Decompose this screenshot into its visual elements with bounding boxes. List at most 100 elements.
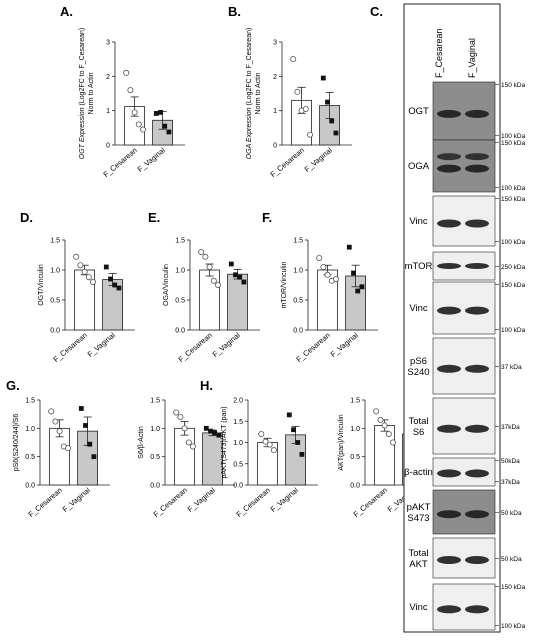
blot-row-label-line: pS6 (410, 356, 427, 367)
blot-row: pAKT S473 50 kDa (407, 489, 522, 535)
chart-h1: 0.0 0.5 1.0 1.5 2.0 pAKT(S473)/AKT (pan) F_Ces… (221, 398, 318, 519)
blot-row: Vinc 150 kDa 100 kDa (409, 281, 526, 335)
x-category-label: F_Cesarean (234, 486, 271, 519)
x-category-label: F_Vaginal (269, 485, 300, 513)
data-point-cesarean (290, 56, 297, 63)
data-point-vaginal (299, 452, 305, 457)
data-point-cesarean (206, 263, 213, 270)
blot-row: Total AKT 50 kDa (408, 537, 522, 579)
data-point-vaginal (212, 430, 218, 436)
x-category-label: F_Cesarean (26, 486, 63, 519)
data-point-cesarean (302, 105, 309, 112)
y-axis-label-rest: (Log2FC to F_Cesarean) (79, 28, 86, 108)
y-axis-label: pS6(S240/244)/S6 (13, 414, 20, 472)
y-tick-label: 1.5 (175, 238, 185, 245)
marker-label: 50kDa (501, 458, 520, 465)
data-point-vaginal (295, 440, 301, 445)
blot-row: mTOR 250 kDa (405, 251, 526, 281)
y-axis-label-italic: OGA Expression (246, 107, 253, 159)
blot-band (465, 164, 489, 173)
marker-label: 50 kDa (501, 510, 522, 517)
data-point-vaginal (166, 129, 172, 135)
blot-band (465, 109, 489, 118)
chart-a: 0 1 2 3 OGT Expression (Log2FC to F_Cesarean… (79, 28, 185, 179)
blot-row: OGT 150 kDa 100 kDa (408, 81, 526, 141)
blot-row-label-line: Total (408, 416, 428, 427)
data-point-vaginal (355, 288, 361, 294)
y-tick-label: 1.5 (25, 398, 35, 405)
data-point-cesarean (373, 408, 380, 415)
y-tick-label: 0.0 (293, 328, 303, 335)
data-point-cesarean (123, 69, 130, 76)
y-tick-label: 0.5 (350, 454, 360, 461)
blot-row-label: β-actin (404, 467, 433, 478)
y-tick-label: 1.0 (293, 268, 303, 275)
y-tick-label: 1.0 (350, 426, 360, 433)
y-tick-label: 0.5 (293, 298, 303, 305)
blot-row-label-line: Vinc (409, 303, 428, 314)
y-tick-label: 3 (273, 40, 277, 47)
data-point-vaginal (359, 284, 365, 290)
panel-letter-h: H. (200, 378, 213, 393)
marker-label: 150 kDa (501, 584, 526, 591)
x-category-label: F_Vaginal (186, 485, 217, 513)
blot-band (437, 306, 461, 315)
data-point-cesarean (81, 268, 88, 275)
y-axis-label-line2: Norm to Actin (88, 72, 95, 114)
data-point-cesarean (48, 408, 55, 415)
blot-row: pS6 S240 37 kDa (407, 337, 522, 395)
data-point-cesarean (181, 425, 188, 432)
blot-row: β-actin 50kDa 37kDa (404, 457, 520, 487)
data-point-cesarean (210, 277, 217, 284)
data-point-cesarean (214, 281, 221, 288)
data-point-cesarean (73, 253, 80, 260)
y-tick-label: 0.0 (25, 483, 35, 490)
data-point-vaginal (291, 427, 296, 433)
blot-row-label-line: S6 (413, 427, 425, 438)
data-point-vaginal (325, 99, 330, 105)
data-point-vaginal (91, 454, 97, 460)
blot-row-label: mTOR (405, 261, 433, 272)
x-category-label: F_Cesarean (101, 146, 138, 179)
data-point-cesarean (52, 418, 59, 425)
blot-row: OGA 150 kDa 100 kDa (408, 139, 526, 193)
y-tick-label: 0.5 (175, 298, 185, 305)
data-point-cesarean (294, 88, 301, 95)
y-tick-label: 1.0 (25, 426, 35, 433)
y-axis-label: OGT/Vinculin (38, 264, 45, 306)
data-point-cesarean (198, 248, 205, 255)
y-axis-label: AKT(pan)/Vinculin (338, 414, 345, 470)
x-category-label: F_Vaginal (136, 145, 167, 173)
blot-row-label-line: Vinc (409, 602, 428, 613)
marker-label: 150 kDa (501, 196, 526, 203)
blot-band (465, 556, 489, 564)
data-point-vaginal (158, 109, 163, 115)
x-category-label: F_Vaginal (329, 330, 360, 358)
marker-label: 250 kDa (501, 264, 526, 271)
data-point-vaginal (329, 118, 335, 124)
data-point-cesarean (131, 109, 138, 116)
blot-band (465, 306, 489, 315)
blot-band (437, 364, 461, 373)
y-axis-label: OGT Expression (Log2FC to F_Cesarean) (79, 28, 86, 160)
data-point-cesarean (189, 443, 196, 450)
data-point-vaginal (241, 279, 247, 285)
blot-band (437, 263, 461, 269)
bar-charts: 0 1 2 3 OGT Expression (Log2FC to F_Cesarean… (13, 28, 435, 519)
data-point-cesarean (324, 271, 331, 278)
panel-letter-d: D. (20, 210, 33, 225)
bar-vaginal (202, 432, 224, 486)
x-category-label: F_Cesarean (294, 331, 331, 364)
y-tick-label: 0.5 (25, 454, 35, 461)
y-tick-label: 2.0 (233, 398, 243, 405)
panel-letter-b: B. (228, 4, 241, 19)
blot-row-label: Vinc (409, 216, 428, 227)
x-category-label: F_Cesarean (268, 146, 305, 179)
data-point-cesarean (389, 439, 396, 446)
marker-label: 150 kDa (501, 140, 526, 147)
y-tick-label: 0.0 (50, 328, 60, 335)
blot-row-label-line: AKT (409, 559, 428, 570)
blot-band (465, 605, 489, 614)
x-category-label: F_Vaginal (303, 145, 334, 173)
